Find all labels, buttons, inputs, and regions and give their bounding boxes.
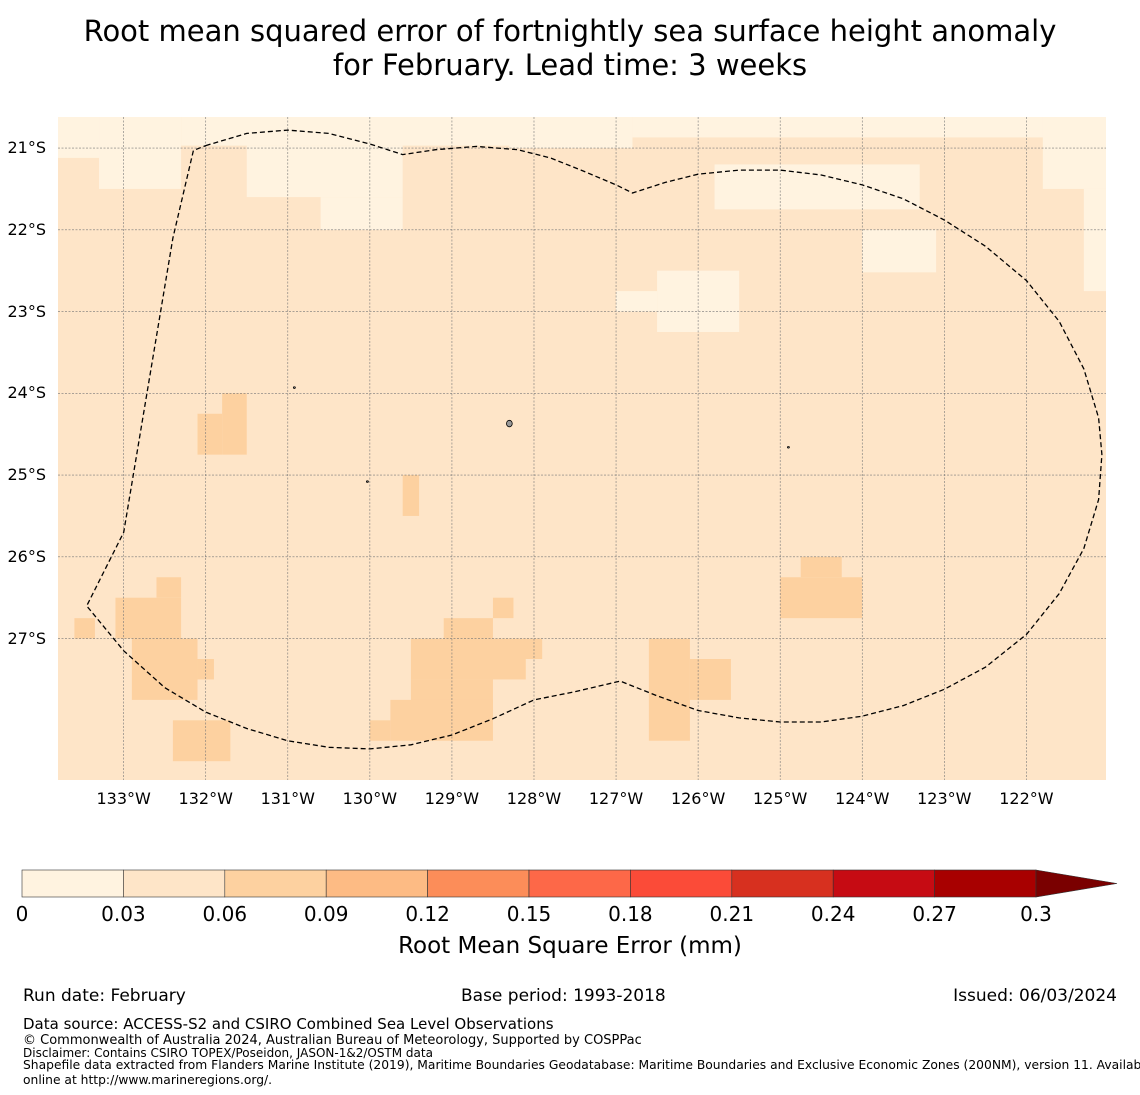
rmse-cell-mid [513, 638, 543, 660]
colorbar-tick: 0.09 [303, 902, 349, 926]
rmse-cell-low [616, 291, 658, 312]
colorbar-tick: 0.06 [202, 902, 248, 926]
disclaimer: Disclaimer: Contains CSIRO TOPEX/Poseido… [23, 1046, 433, 1060]
rmse-cell-low [58, 117, 100, 158]
rmse-cell-mid [648, 638, 690, 741]
rmse-cell-low [509, 117, 633, 149]
map-title: Root mean squared error of fortnightly s… [0, 14, 1140, 82]
latitude-label: 25°S [7, 465, 46, 485]
latitude-label: 26°S [7, 546, 46, 566]
shapefile-credit-line-1: Shapefile data extracted from Flanders M… [23, 1058, 1140, 1072]
rmse-cell-mid [197, 659, 214, 680]
longitude-label: 131°W [260, 789, 315, 808]
colorbar-tick: 0.15 [506, 902, 552, 926]
rmse-cell-mid [443, 618, 493, 639]
colorbar-tick: 0.21 [709, 902, 755, 926]
rmse-cell-mid [369, 720, 391, 741]
rmse-cell-mid [156, 577, 182, 598]
longitude-label: 123°W [917, 789, 972, 808]
colorbar-tick: 0 [15, 902, 29, 926]
rmse-cell-mid [402, 475, 420, 516]
colorbar-tick: 0.12 [405, 902, 450, 926]
island [292, 386, 296, 389]
title-line-2: for February. Lead time: 3 weeks [332, 48, 808, 82]
run-date: Run date: February [23, 986, 186, 1006]
rmse-cell-low [99, 117, 182, 189]
copyright: © Commonwealth of Australia 2024, Austra… [23, 1033, 642, 1048]
colorbar-tick: 0.3 [1020, 902, 1052, 926]
rmse-cell-mid [197, 413, 223, 455]
colorbar-bin [325, 869, 428, 898]
rmse-cell-mid [689, 659, 731, 700]
rmse-cell-low [862, 229, 937, 273]
rmse-cell-low [320, 197, 403, 230]
longitude-label: 122°W [999, 789, 1054, 808]
rmse-cell-mid [74, 618, 95, 639]
longitude-label: 129°W [424, 789, 480, 808]
island [506, 419, 513, 428]
rmse-cell-mid [800, 556, 842, 578]
longitude-label: 126°W [670, 789, 726, 808]
longitude-label: 133°W [96, 789, 151, 808]
longitude-label: 132°W [178, 789, 233, 808]
shapefile-credit-line-2: online at http://www.marineregions.org/. [23, 1073, 273, 1087]
latitude-label: 27°S [7, 628, 46, 648]
rmse-cell-mid [390, 699, 493, 741]
colorbar-bin [528, 869, 631, 898]
rmse-cell-mid [115, 597, 182, 639]
rmse-cell-low [714, 164, 920, 210]
colorbar-bin [427, 869, 530, 898]
rmse-cell-low [246, 145, 403, 198]
longitude-label: 127°W [588, 789, 644, 808]
rmse-cell-mid [780, 577, 863, 619]
rmse-cell-mid [172, 720, 231, 762]
colorbar-extend-arrow [1035, 869, 1118, 898]
issued-date: Issued: 06/03/2024 [953, 986, 1117, 1006]
colorbar-tick: 0.18 [608, 902, 653, 926]
latitude-label: 23°S [7, 301, 46, 321]
colorbar-bin [934, 869, 1037, 898]
longitude-label: 128°W [506, 789, 562, 808]
latitude-label: 21°S [7, 138, 46, 158]
colorbar-tick: 0.27 [912, 902, 957, 926]
colorbar-bin [21, 869, 124, 898]
colorbar-bin [123, 869, 226, 898]
rmse-cell-low [632, 117, 1106, 138]
eez-boundary [85, 129, 1103, 750]
map-figure [21, 117, 1118, 898]
rmse-cell-mid [222, 393, 247, 455]
colorbar-tick: 0.03 [101, 902, 146, 926]
longitude-label: 124°W [835, 789, 890, 808]
rmse-cell-low [1083, 188, 1106, 292]
rmse-cell-mid [131, 638, 198, 700]
base-period: Base period: 1993-2018 [461, 986, 666, 1006]
island [365, 480, 369, 483]
rmse-cell-mid [410, 638, 526, 680]
colorbar-bin [224, 869, 327, 898]
longitude-label: 125°W [753, 789, 808, 808]
colorbar-bin [630, 869, 733, 898]
colorbar-tick: 0.24 [810, 902, 856, 926]
latitude-label: 22°S [7, 219, 46, 239]
colorbar-label: Root Mean Square Error (mm) [398, 933, 742, 959]
data-source: Data source: ACCESS-S2 and CSIRO Combine… [23, 1015, 554, 1033]
colorbar-bin [731, 869, 834, 898]
colorbar-bin [832, 869, 935, 898]
rmse-cell-low [181, 117, 518, 146]
island [786, 446, 790, 449]
longitude-label: 130°W [342, 789, 398, 808]
rmse-cell-mid [492, 597, 514, 619]
rmse-cell-low [1042, 117, 1106, 189]
title-line-1: Root mean squared error of fortnightly s… [83, 14, 1057, 48]
latitude-label: 24°S [7, 383, 46, 403]
